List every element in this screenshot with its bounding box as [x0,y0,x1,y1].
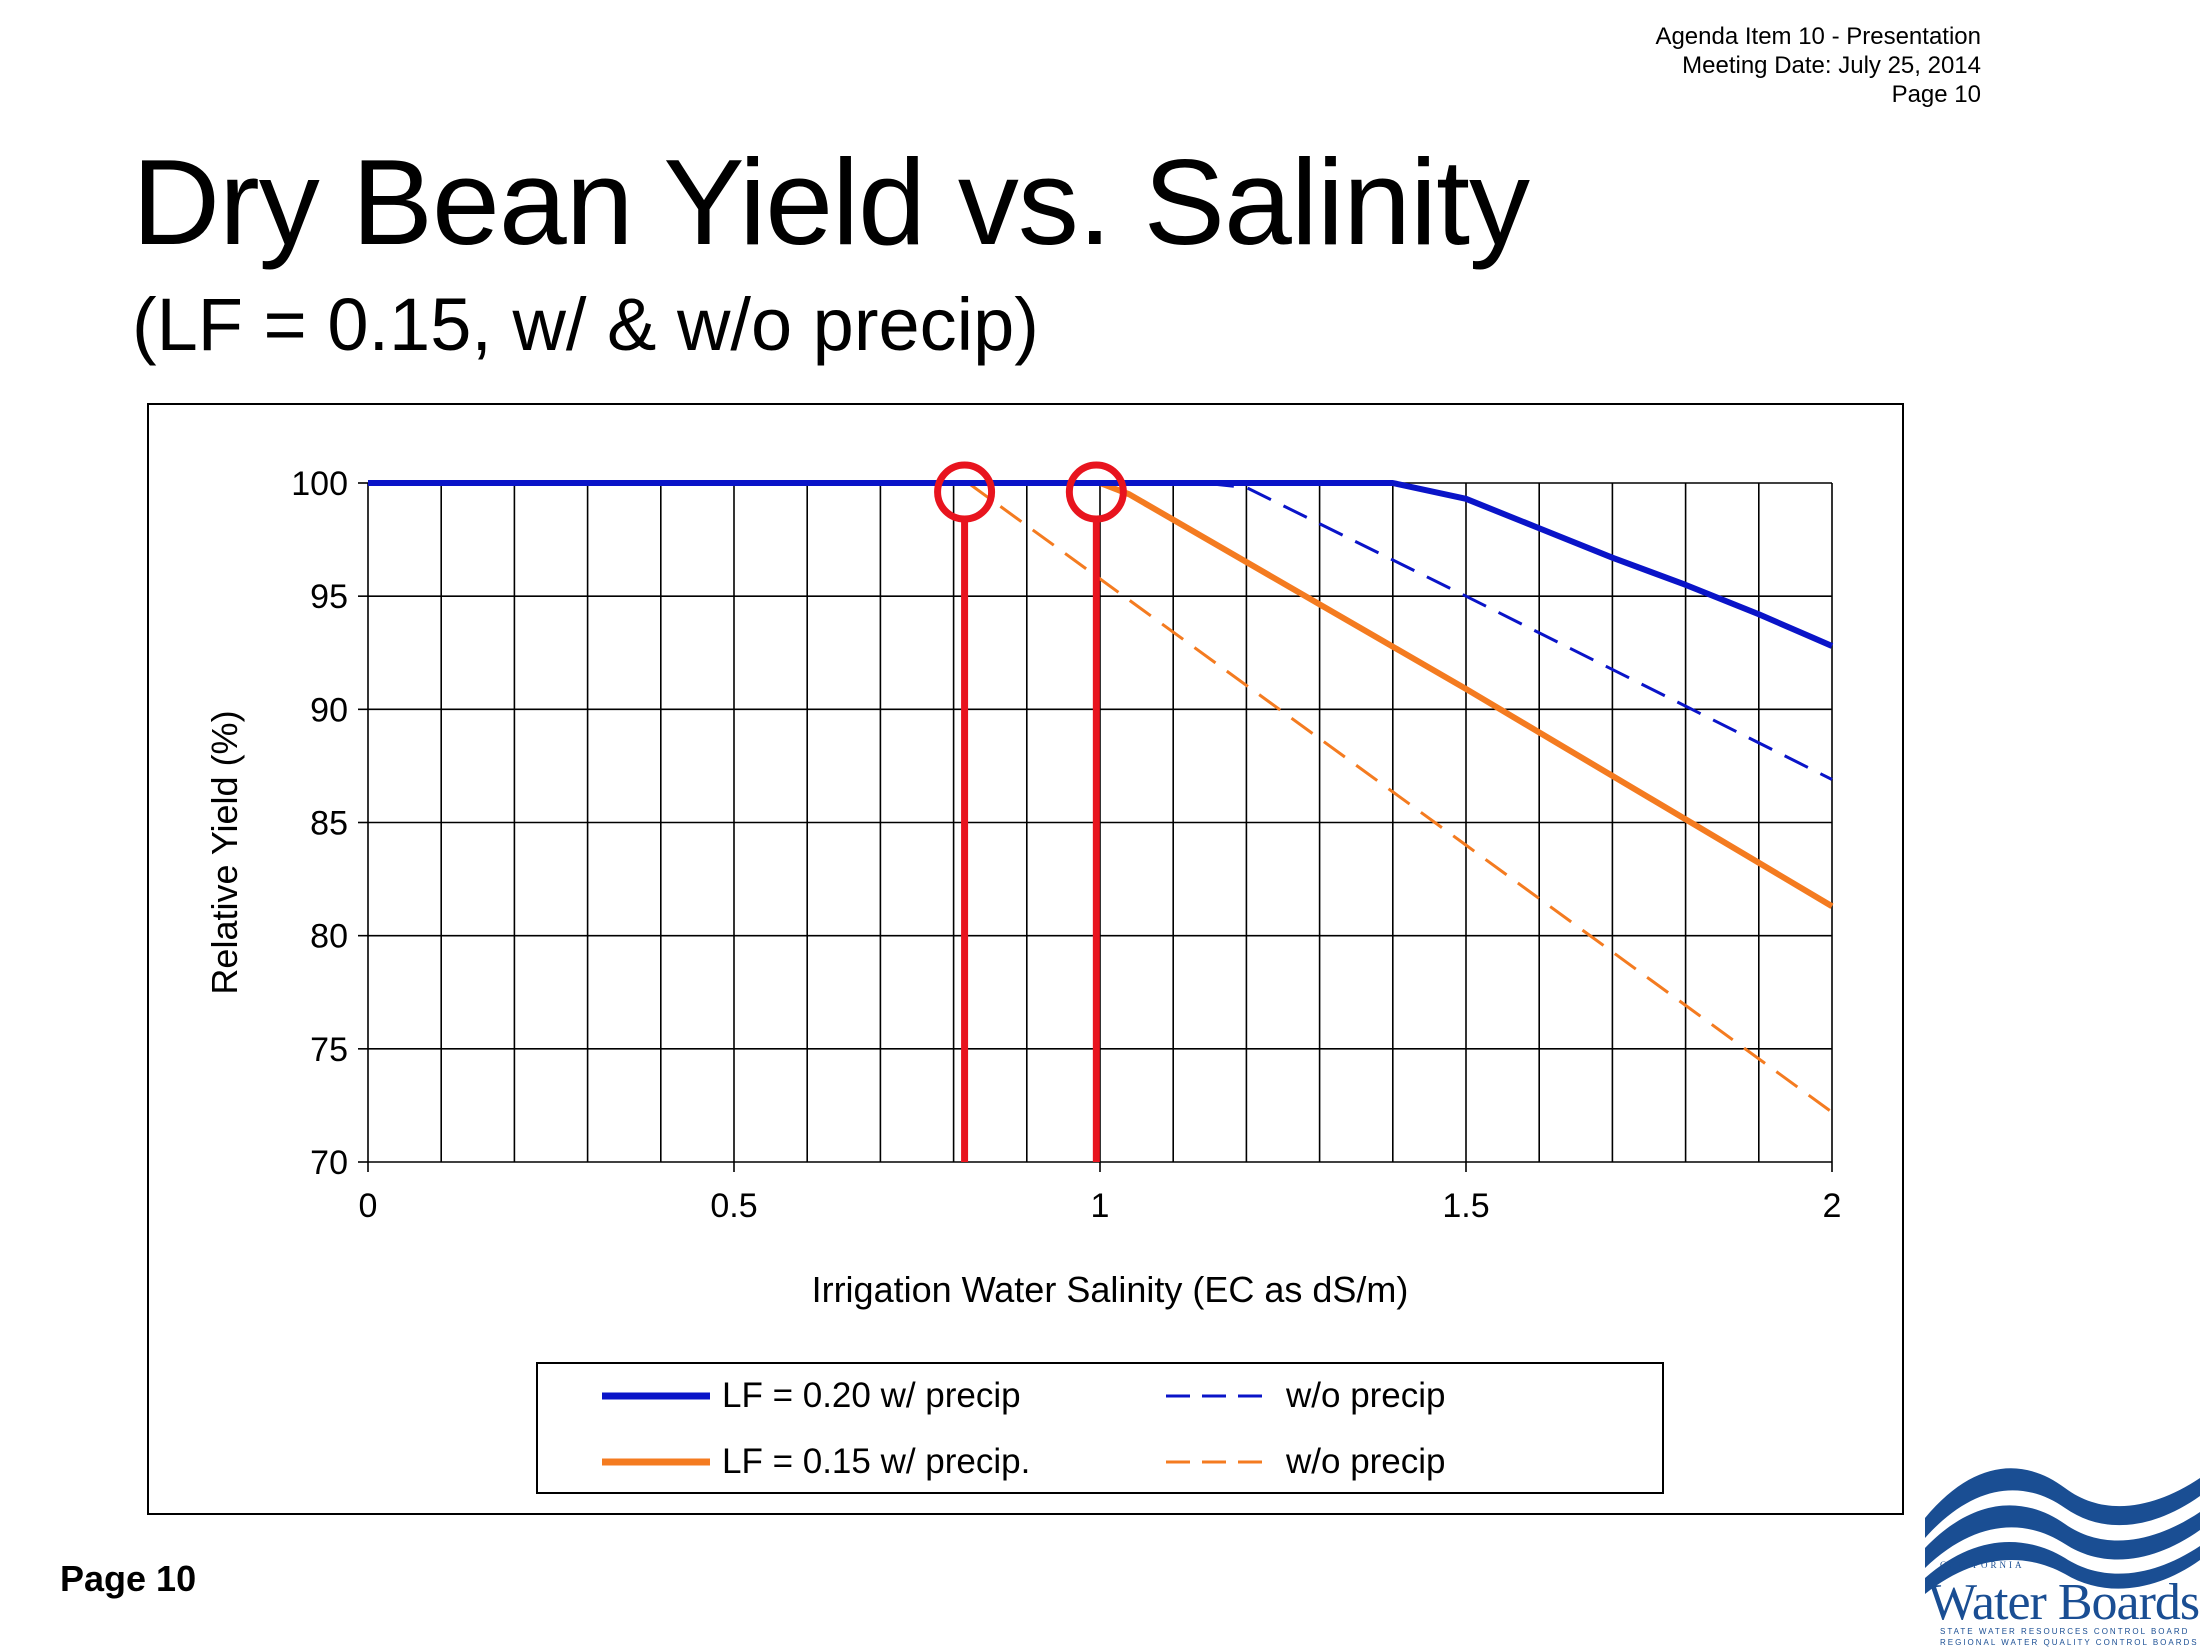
legend-swatch [602,1458,710,1466]
x-tick-label: 2 [1823,1187,1842,1225]
y-tick-label: 100 [291,465,348,503]
agenda-header: Agenda Item 10 - Presentation Meeting Da… [1655,22,1981,109]
legend-label: w/o precip [1286,1442,1446,1481]
slide-title: Dry Bean Yield vs. Salinity [132,134,1530,270]
footer-page-label: Page 10 [60,1558,197,1599]
legend-label: w/o precip [1286,1376,1446,1415]
legend-item: w/o precip [1164,1440,1446,1484]
y-tick-label: 70 [310,1144,348,1182]
y-axis-label: Relative Yield (%) [204,710,245,994]
y-tick-label: 80 [310,918,348,956]
legend-item: LF = 0.20 w/ precip [600,1374,1021,1418]
meeting-date-text: Meeting Date: July 25, 2014 [1682,52,1981,79]
agenda-item-text: Agenda Item 10 - Presentation [1655,23,1981,50]
x-tick-label: 1.5 [1442,1187,1489,1225]
legend-label: LF = 0.20 w/ precip [722,1376,1021,1415]
legend-swatch [1166,1460,1274,1464]
y-tick-label: 90 [310,691,348,729]
y-tick-label: 85 [310,805,348,843]
water-boards-waves-icon [1925,1468,2200,1594]
header-page-text: Page 10 [1891,81,1981,108]
x-axis-label: Irrigation Water Salinity (EC as dS/m) [812,1269,1409,1310]
x-tick-label: 0 [359,1187,378,1225]
logo-line-1: STATE WATER RESOURCES CONTROL BOARD [1940,1627,2190,1636]
y-tick-label: 95 [310,578,348,616]
chart-svg: 70 75 80 85 90 95 100 0 0.5 1 1.5 2 Irrigation Water… [204,461,1842,1310]
series-line-1 [368,481,1833,781]
legend-item: LF = 0.15 w/ precip. [600,1440,1030,1484]
y-tick-label: 75 [310,1031,348,1069]
chart-legend: LF = 0.20 w/ precip w/o precip LF = 0.15 w… [536,1362,1664,1494]
marker-circle [1065,461,1127,523]
legend-swatch [602,1392,710,1400]
logo-line-2: REGIONAL WATER QUALITY CONTROL BOARDS [1940,1638,2199,1647]
legend-item: w/o precip [1164,1374,1446,1418]
x-tick-label: 1 [1091,1187,1110,1225]
legend-swatch [1166,1394,1274,1398]
logo-caption: CALIFORNIA [1940,1560,2025,1570]
x-tick-label: 0.5 [710,1187,757,1225]
slide-subtitle: (LF = 0.15, w/ & w/o precip) [132,283,1039,366]
legend-label: LF = 0.15 w/ precip. [722,1442,1031,1481]
logo-name: Water Boards [1928,1574,2200,1631]
chart-frame: 70 75 80 85 90 95 100 0 0.5 1 1.5 2 Irrigation Water… [147,403,1904,1515]
series-line-0 [368,480,1834,649]
marker-circle [934,461,996,523]
